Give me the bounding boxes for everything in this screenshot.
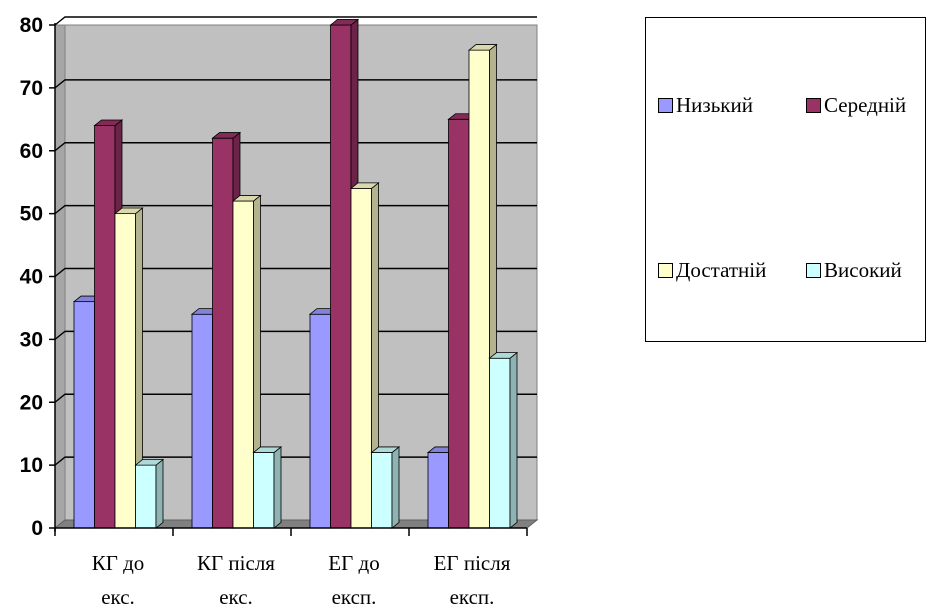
grid-lines [54,16,537,466]
legend-item-series-1: Низький [658,93,753,118]
bar-front [427,452,449,529]
gridline [54,79,537,89]
bar-front [94,125,116,529]
bar-top [93,119,124,126]
gridline [54,393,537,403]
gridline [54,330,537,340]
bar-top [349,182,380,189]
bar-side [391,446,400,529]
axes [49,23,528,536]
bar-front [371,452,393,529]
legend-label: Достатній [676,258,767,282]
y-tick-label: 10 [20,454,43,477]
bar [488,351,519,529]
bar-front [309,313,331,529]
bar-top [370,446,401,453]
legend-swatch [658,263,673,278]
bar-top [231,195,262,202]
legend-swatch [658,98,673,113]
bar-front [73,301,95,529]
bar-top [467,44,498,51]
bar-front [135,464,157,529]
gridline [54,204,537,215]
bar-front [489,357,511,529]
bar [134,458,165,529]
bar-side [273,446,282,529]
bar-front [232,200,254,529]
x-tick-label: ЕГ після [434,551,511,575]
y-axis-tick-labels: 0 10 20 30 40 50 60 70 80 [20,14,43,540]
y-tick-label: 50 [20,203,43,226]
legend-label: Середній [824,93,907,117]
bar-front [448,118,470,529]
bar-front [253,452,275,529]
x-tick-label: КГ до [92,551,145,575]
legend-item-series-2: Середній [806,93,906,118]
x-axis-tick-labels: КГ до екс. КГ після екс. ЕГ до експ. ЕГ після е… [92,551,511,605]
y-tick-label: 80 [20,14,43,37]
y-tick-label: 70 [20,77,43,100]
legend: Низький Середній Достатній Високий [645,17,926,342]
gridline [54,142,537,152]
x-tick-label-line2: екс. [219,585,253,605]
gridline [54,267,537,278]
bar [370,446,401,529]
bar-side [509,351,518,529]
x-tick-label: КГ після [197,551,275,575]
y-tick-label: 40 [20,266,43,289]
bar-front [114,213,136,529]
bar-top [134,459,165,466]
y-tick-label: 30 [20,328,43,351]
x-tick-label-line2: екс. [101,585,135,605]
bar-front [330,24,352,529]
plot-side-wall [54,24,66,530]
bars [72,18,519,529]
bar-front [191,313,213,529]
y-tick-label: 20 [20,391,43,414]
bar [231,194,262,529]
bar-top [113,207,144,215]
x-tick-label-line2: експ. [450,585,495,605]
bar [252,446,283,529]
bar-side [155,458,164,529]
y-tick-label: 0 [31,517,43,540]
legend-label: Низький [676,93,753,117]
bar-top [211,132,242,139]
x-tick-label-line2: експ. [332,585,377,605]
legend-label: Високий [824,258,902,282]
legend-item-series-4: Високий [806,258,902,283]
x-tick-label: ЕГ до [328,551,379,575]
legend-swatch [806,98,821,113]
bar-front [212,137,234,529]
legend-item-series-3: Достатній [658,258,766,283]
y-tick-label: 60 [20,140,43,163]
bar-top [329,18,360,26]
bar-front [468,49,490,529]
bar-top [488,352,519,359]
gridline [54,16,537,26]
legend-swatch [806,263,821,278]
bar-top [252,446,283,453]
bar-front [350,188,372,529]
